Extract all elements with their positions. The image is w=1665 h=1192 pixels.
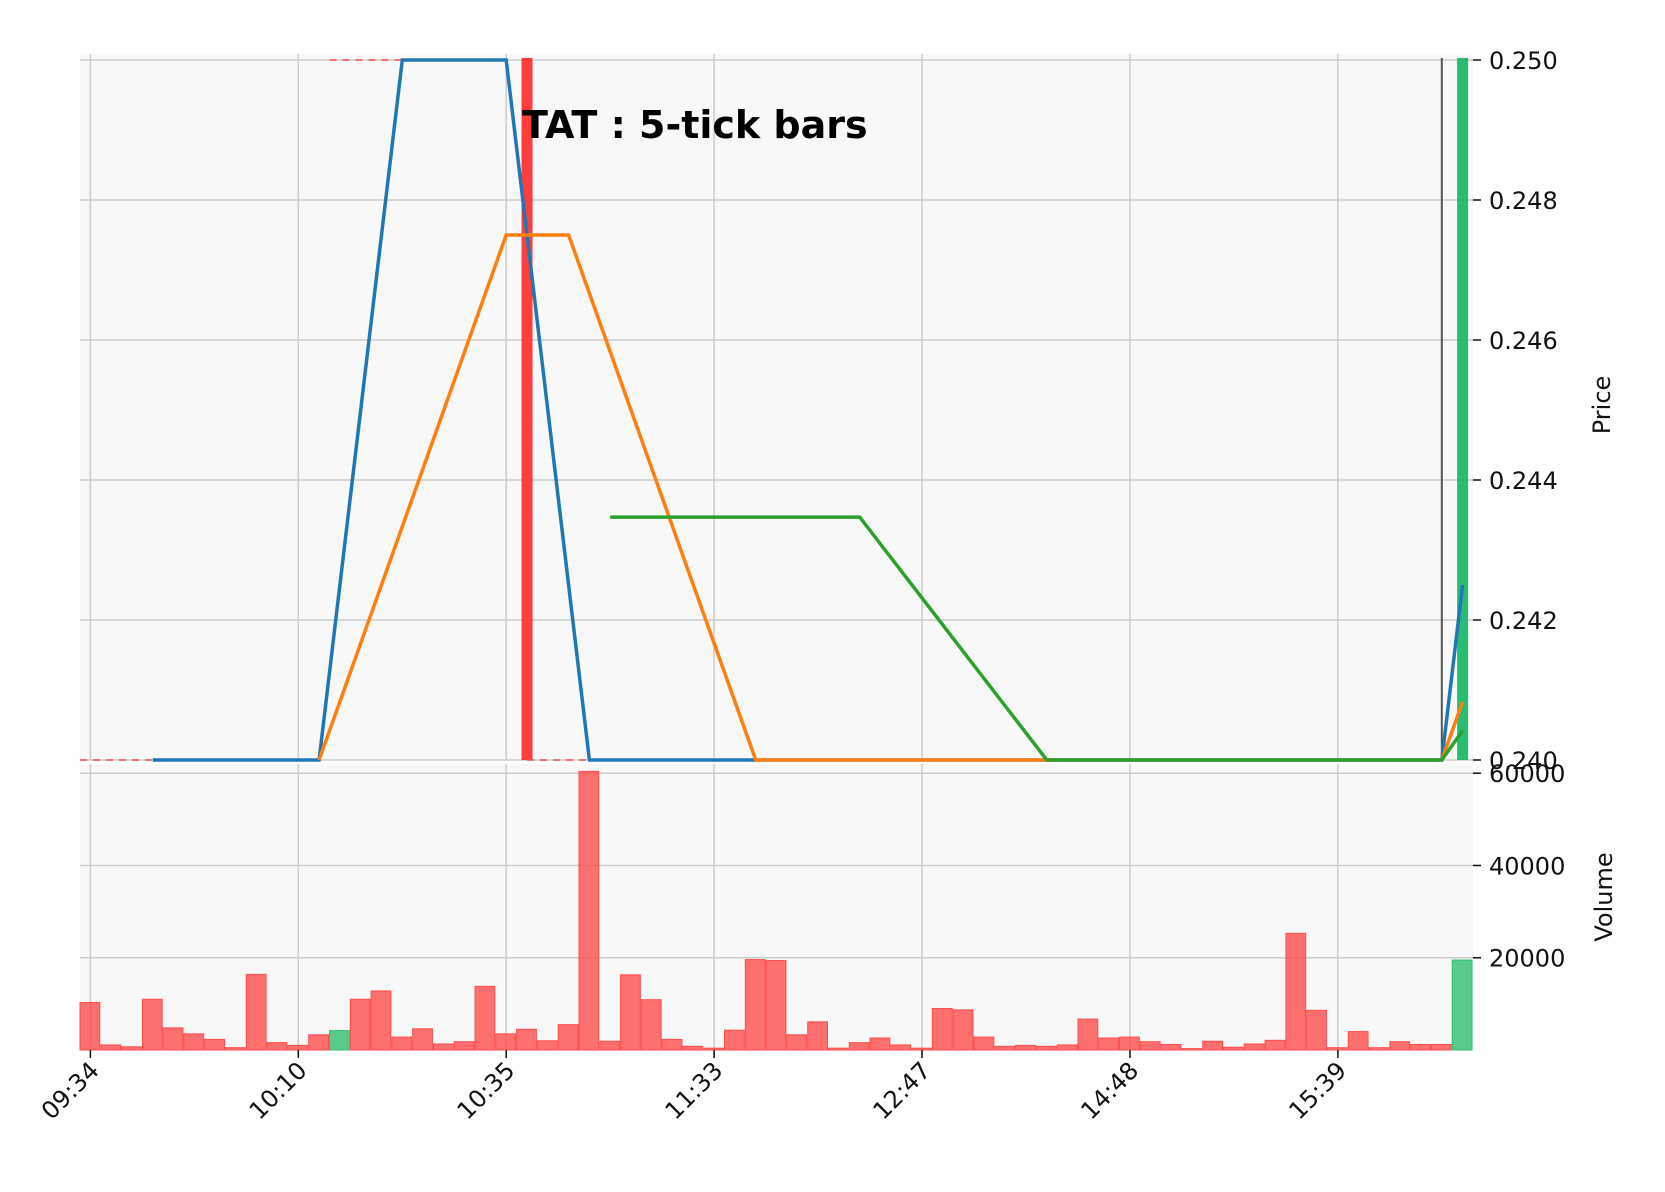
volume-bar [162,1027,184,1051]
volume-bar [1264,1039,1286,1051]
volume-bar [183,1033,205,1051]
volume-bar [245,973,267,1051]
volume-bar [474,985,496,1051]
volume-bar [1306,1009,1327,1051]
volume-bar [1119,1036,1140,1051]
volume-bar [266,1042,288,1051]
x-tick-label: 12:47 [868,1056,937,1125]
x-tick-label: 14:48 [1075,1056,1144,1125]
volume-bar [453,1041,475,1051]
volume-bar [1098,1037,1120,1051]
volume-bar [952,1009,974,1051]
volume-bar [1015,1044,1036,1051]
volume-bar [911,1047,932,1051]
price-y-tick-label: 0.240 [1489,747,1558,775]
volume-bar [1181,1048,1203,1051]
volume-y-tick-label: 20000 [1489,945,1565,973]
volume-bar [1160,1043,1182,1051]
volume-y-tick-label: 40000 [1489,852,1565,880]
volume-bar [121,1046,142,1051]
volume-bar [516,1028,537,1051]
price-y-tick-label: 0.244 [1489,467,1558,495]
volume-bar [349,998,371,1051]
volume-bars [79,770,1473,1051]
price-marker-bar [1440,58,1443,760]
volume-bar [204,1038,226,1051]
volume-bar [1223,1046,1244,1051]
volume-bar [1243,1043,1265,1051]
price-axis-label: Price [1588,376,1616,435]
volume-bar [578,770,600,1051]
volume-axis-label: Volume [1590,852,1618,941]
volume-bar [308,1034,329,1051]
volume-bar [786,1034,808,1051]
volume-bar [1326,1047,1348,1051]
chart-title: TAT : 5-tick bars [522,103,868,147]
volume-bar [495,1033,517,1051]
volume-bar [1389,1041,1411,1051]
volume-bar [79,1001,101,1051]
price-series [152,58,1465,762]
price-panel-background [80,54,1473,760]
volume-y-tick-label: 60000 [1489,760,1565,788]
volume-bar [724,1029,745,1051]
price-marker-bar [521,58,533,760]
volume-bar [1368,1047,1390,1051]
volume-bar [1430,1043,1452,1051]
volume-bar [640,999,662,1051]
volume-bar [287,1044,309,1051]
price-y-tick-label: 0.246 [1489,327,1558,355]
volume-bar [1410,1043,1431,1051]
volume-bar [1285,932,1307,1051]
volume-bar [1451,959,1473,1051]
volume-bar [973,1036,995,1051]
volume-bar [1035,1045,1057,1051]
volume-bar [807,1021,828,1051]
price-y-tick-label: 0.250 [1489,47,1558,75]
volume-bar [931,1007,953,1051]
reference-lines [80,59,590,761]
volume-bar [827,1047,849,1051]
volume-bar [620,974,641,1051]
volume-bar [994,1045,1016,1051]
volume-bar [682,1045,704,1051]
price-markers [521,58,1469,760]
x-tick-label: 15:39 [1283,1056,1352,1125]
price-y-tick-label: 0.242 [1489,607,1558,635]
volume-bar [890,1044,912,1051]
x-tick-label: 09:34 [36,1056,105,1125]
volume-bar [100,1044,122,1051]
volume-bar [765,960,787,1051]
volume-bar [744,959,766,1051]
volume-bar [703,1047,725,1051]
price-marker-bar [1457,58,1469,760]
volume-bar [1056,1044,1078,1051]
volume-bar [432,1043,454,1051]
volume-bar [328,1030,350,1051]
volume-bar [599,1040,621,1051]
volume-bar [1202,1040,1224,1051]
x-tick-label: 10:10 [244,1056,313,1125]
volume-bar [412,1028,433,1051]
volume-bar [848,1042,870,1051]
x-tick-label: 11:33 [660,1056,729,1125]
price-series-line [317,233,1465,762]
volume-bar [370,990,392,1051]
price-series-line [610,515,1465,762]
volume-bar [869,1037,891,1051]
volume-bar [225,1047,246,1051]
volume-bar [1077,1018,1099,1051]
volume-bar [141,998,163,1051]
price-y-tick-label: 0.248 [1489,187,1558,215]
volume-bar [536,1040,558,1051]
x-tick-label: 10:35 [452,1056,521,1125]
volume-bar [391,1036,413,1051]
volume-bar [557,1024,579,1051]
volume-bar [1347,1031,1369,1051]
volume-bar [661,1038,683,1051]
volume-bar [1139,1041,1161,1051]
